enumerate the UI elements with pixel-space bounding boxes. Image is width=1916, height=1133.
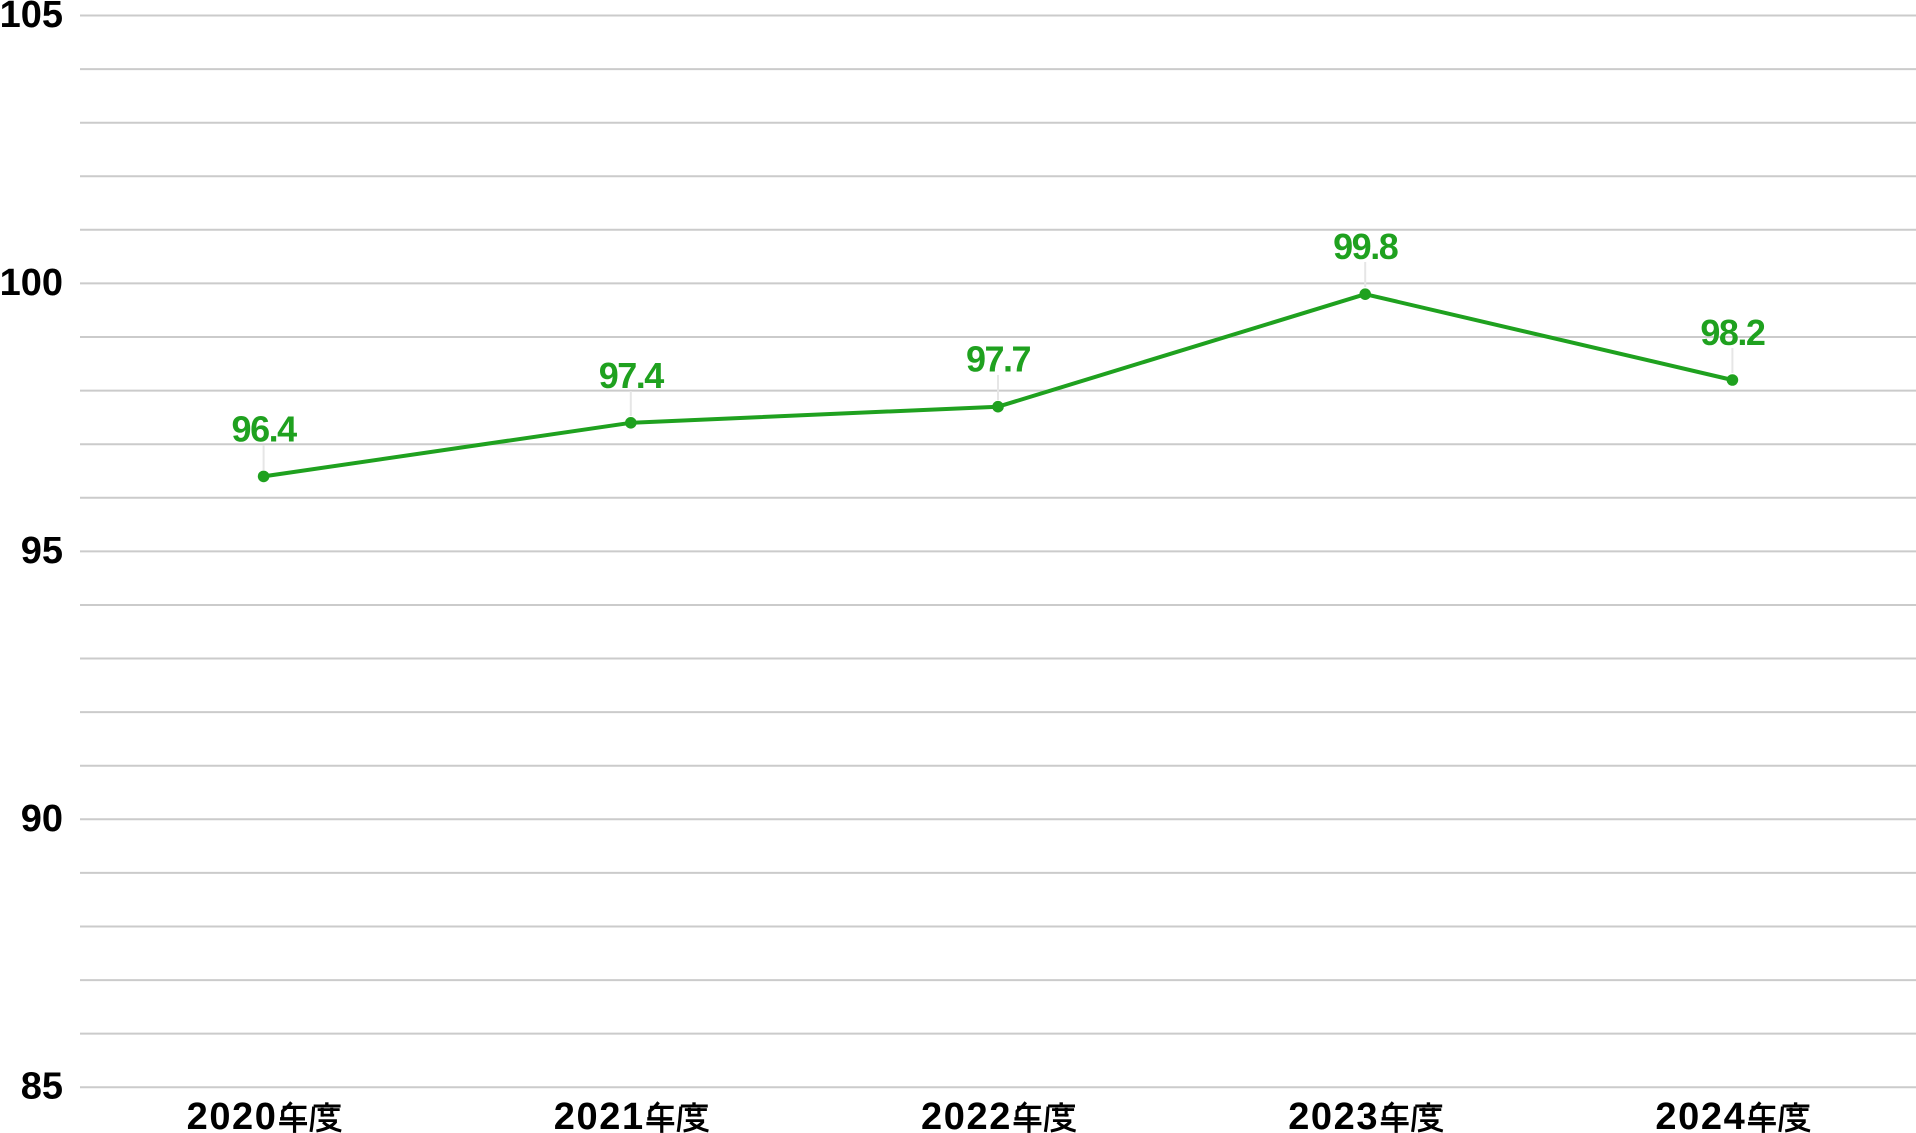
svg-text:2020: 2020 xyxy=(187,1096,278,1133)
svg-text:97.4: 97.4 xyxy=(599,355,665,396)
svg-text:2022: 2022 xyxy=(921,1096,1012,1133)
svg-text:2024: 2024 xyxy=(1655,1096,1746,1133)
svg-text:100: 100 xyxy=(0,262,63,304)
svg-text:105: 105 xyxy=(0,0,63,36)
svg-text:2021: 2021 xyxy=(554,1096,645,1133)
svg-text:96.4: 96.4 xyxy=(232,408,298,449)
svg-text:2023: 2023 xyxy=(1288,1096,1379,1133)
svg-text:85: 85 xyxy=(21,1066,63,1108)
svg-text:95: 95 xyxy=(21,530,63,572)
svg-text:90: 90 xyxy=(21,798,63,840)
svg-text:99.8: 99.8 xyxy=(1333,226,1398,267)
svg-text:97.7: 97.7 xyxy=(966,339,1031,380)
svg-text:98.2: 98.2 xyxy=(1700,312,1765,353)
